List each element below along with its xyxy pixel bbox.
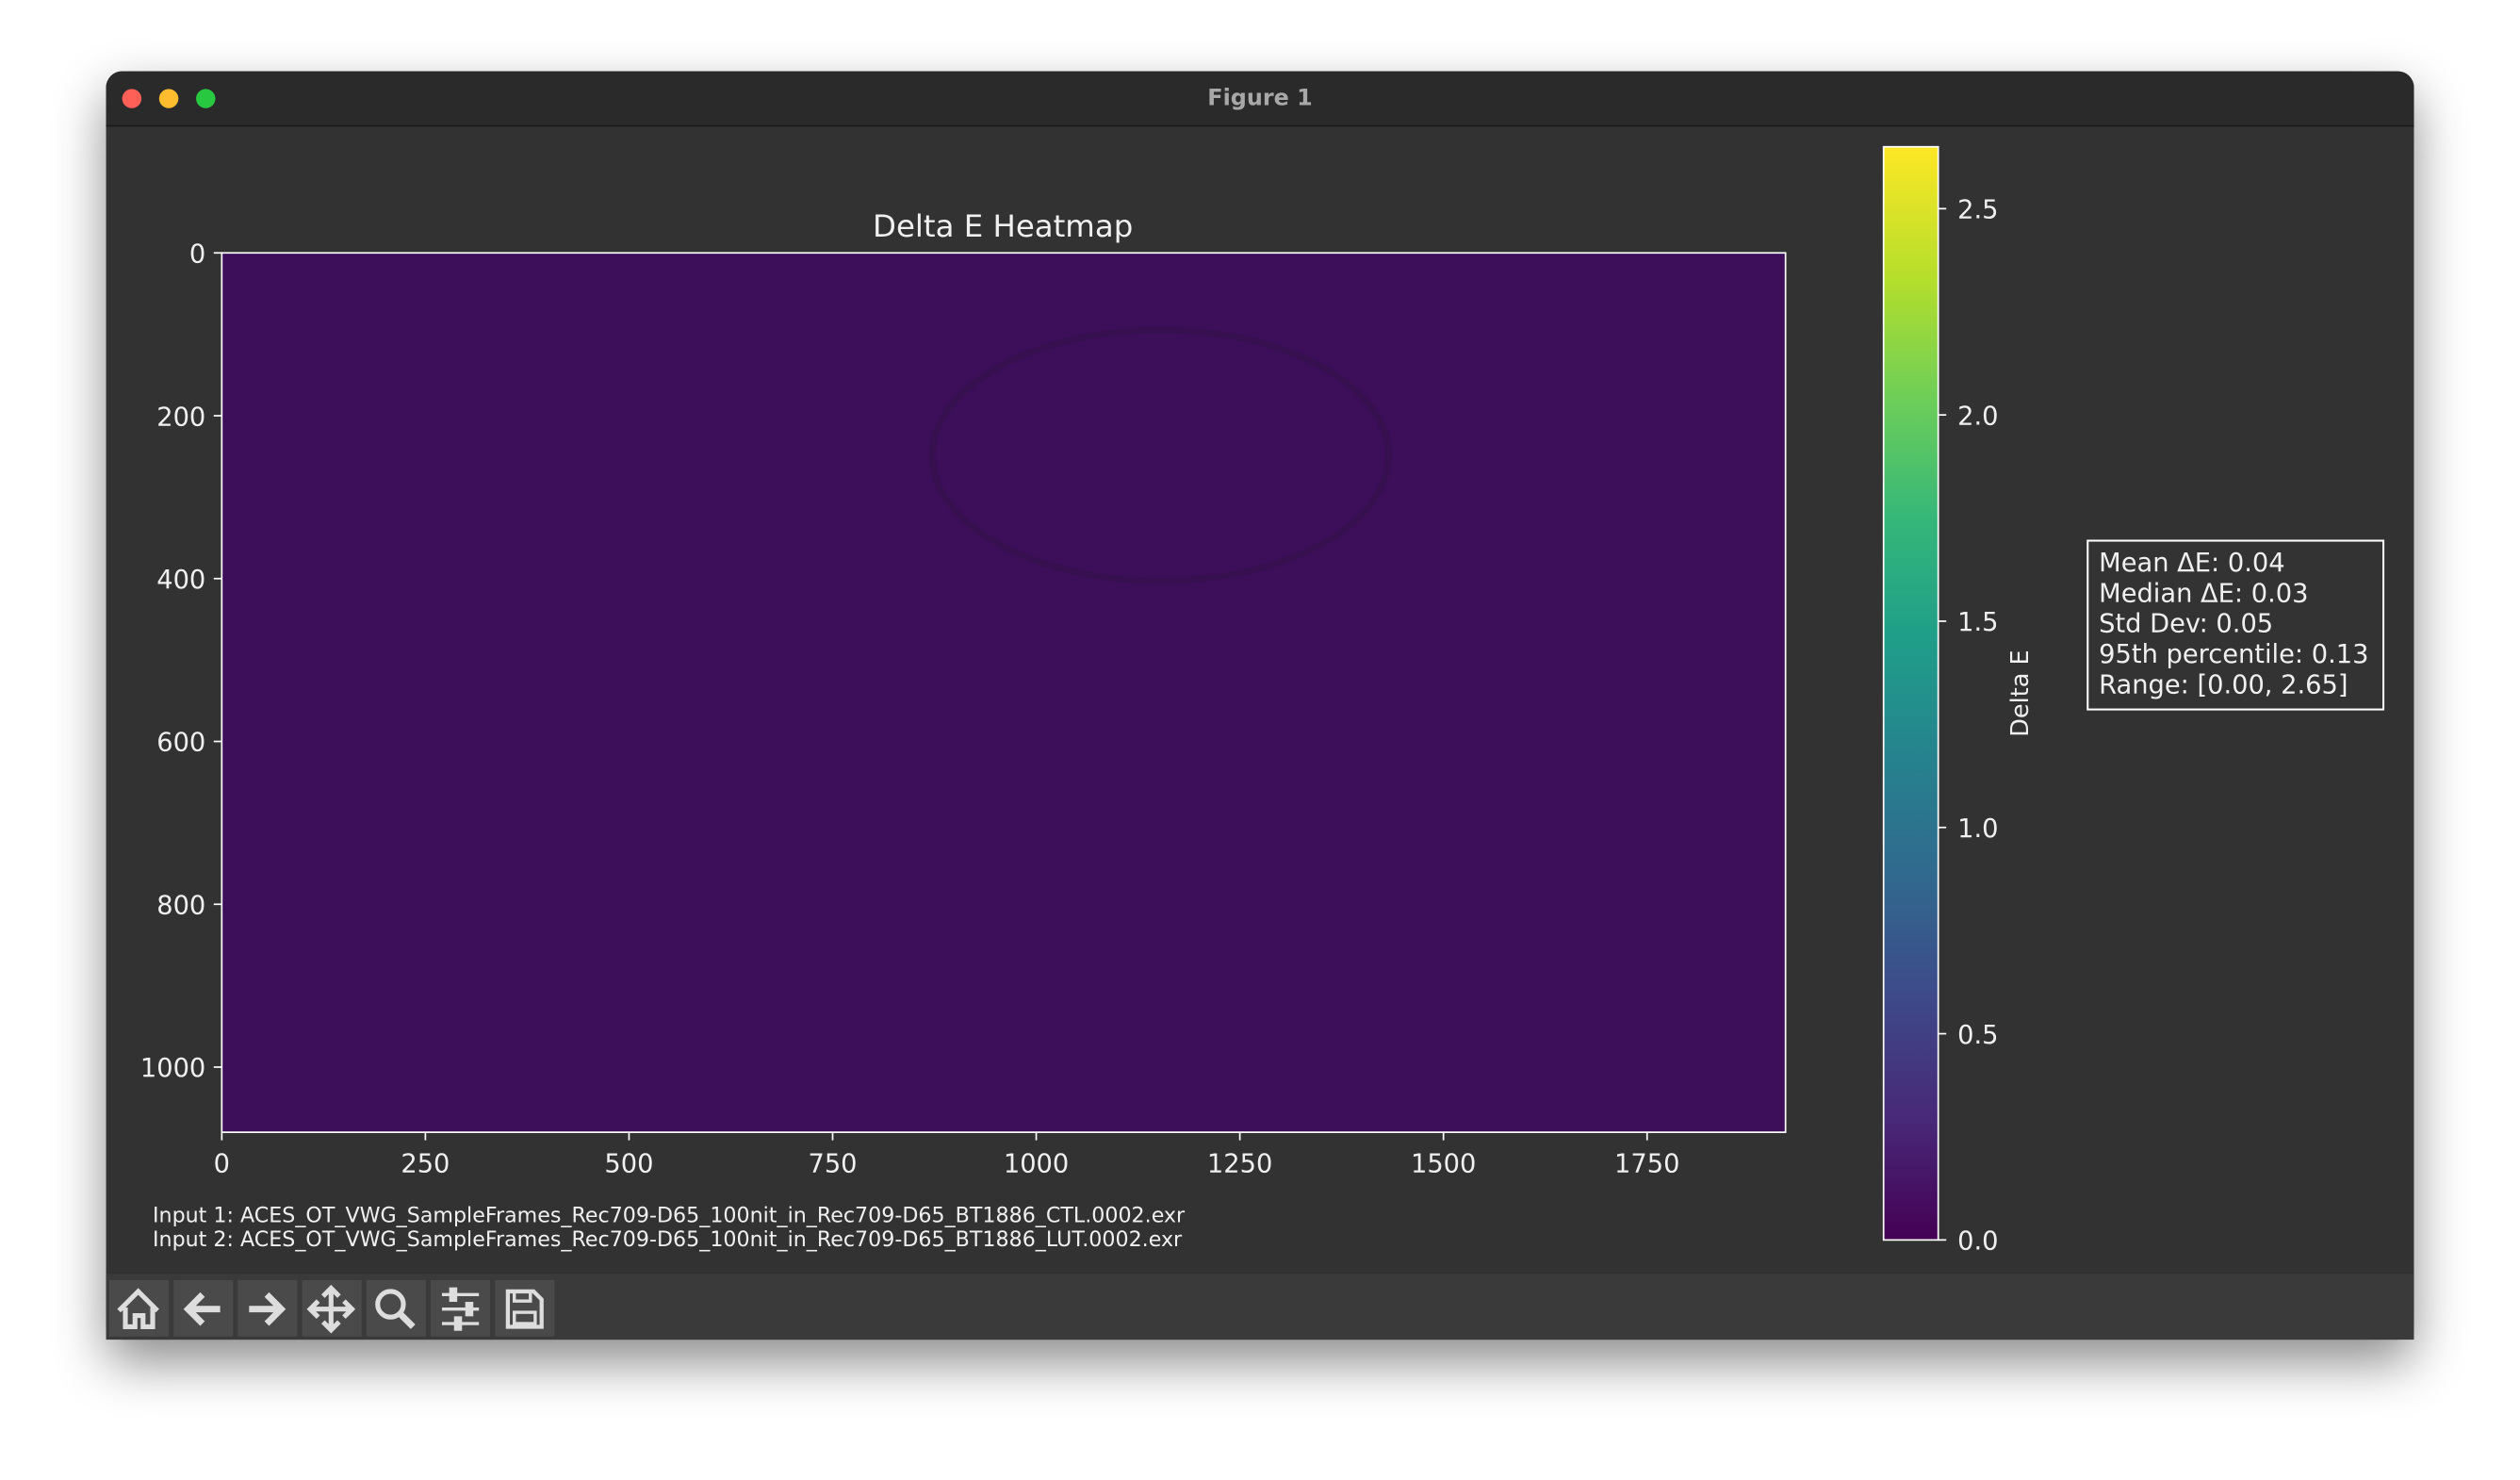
colorbar-label: Delta E <box>2006 650 2035 737</box>
title-bar <box>106 71 2414 126</box>
home-button[interactable] <box>108 1280 170 1337</box>
colorbar <box>1882 145 1939 1242</box>
zoom-button[interactable] <box>196 89 216 108</box>
x-tick-label: 1500 <box>1411 1150 1476 1179</box>
forward-button[interactable] <box>237 1280 298 1337</box>
toolbar-buttons <box>108 1280 555 1337</box>
colorbar-tick-label: 2.0 <box>1957 402 1998 431</box>
x-tick-label: 0 <box>214 1150 230 1179</box>
colorbar-tick-label: 1.0 <box>1957 814 1998 844</box>
configure-button[interactable] <box>431 1280 491 1337</box>
colorbar-tick-label: 0.5 <box>1957 1021 1998 1050</box>
y-tick-label: 1000 <box>140 1054 205 1083</box>
x-tick-label: 1250 <box>1207 1150 1272 1179</box>
colorbar-tick-label: 2.5 <box>1957 196 1998 225</box>
save-button[interactable] <box>495 1280 555 1337</box>
stat-line: Mean ΔE: 0.04 <box>2099 549 2284 578</box>
window-title: Figure 1 <box>1207 84 1312 110</box>
toolbar <box>106 1274 2414 1340</box>
colorbar-tick-label: 0.0 <box>1957 1227 1998 1257</box>
y-tick-label: 600 <box>156 729 205 758</box>
x-tick-label: 250 <box>401 1150 450 1179</box>
zoom-tool-button[interactable] <box>366 1280 426 1337</box>
stat-line: Range: [0.00, 2.65] <box>2099 671 2348 700</box>
pan-button[interactable] <box>302 1280 362 1337</box>
minimize-button[interactable] <box>158 89 179 108</box>
heatmap-texture <box>928 326 1392 584</box>
y-tick-label: 800 <box>156 891 205 920</box>
x-tick-label: 1000 <box>1004 1150 1069 1179</box>
colorbar-tick-label: 1.5 <box>1957 608 1998 637</box>
input-file-label: Input 1: ACES_OT_VWG_SampleFrames_Rec709… <box>153 1204 1186 1228</box>
heatmap-image <box>221 253 1786 1133</box>
stats-box <box>2086 539 2385 711</box>
stat-line: Std Dev: 0.05 <box>2099 610 2273 639</box>
y-tick-label: 0 <box>189 240 205 270</box>
stat-line: 95th percentile: 0.13 <box>2099 640 2368 669</box>
x-tick-label: 1750 <box>1614 1150 1679 1179</box>
close-button[interactable] <box>122 89 142 108</box>
back-button[interactable] <box>173 1280 234 1337</box>
x-tick-label: 750 <box>808 1150 857 1179</box>
y-tick-label: 200 <box>156 403 205 432</box>
chart-title: Delta E Heatmap <box>873 208 1133 244</box>
input-file-label: Input 2: ACES_OT_VWG_SampleFrames_Rec709… <box>153 1227 1183 1252</box>
axes-frame <box>221 252 1787 1133</box>
stat-line: Median ΔE: 0.03 <box>2099 579 2308 608</box>
y-tick-label: 400 <box>156 566 205 595</box>
x-tick-label: 500 <box>604 1150 653 1179</box>
